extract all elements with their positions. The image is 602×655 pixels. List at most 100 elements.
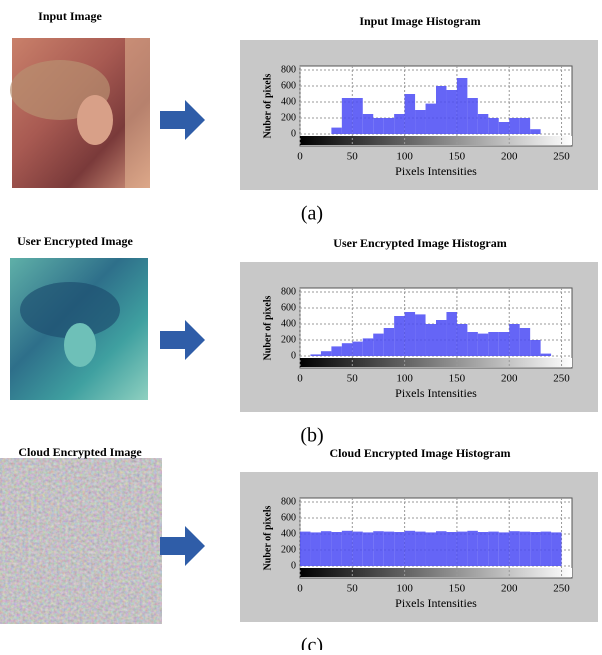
histogram-bar [352, 342, 362, 356]
histogram-bar [405, 531, 415, 566]
histogram-bar [478, 532, 488, 566]
histogram-bar [342, 343, 352, 356]
histogram-bar [446, 312, 456, 356]
histogram-bar [530, 340, 540, 356]
histogram-bar [499, 122, 509, 134]
y-tick-label: 0 [291, 560, 296, 571]
x-tick-label: 250 [553, 151, 570, 163]
y-tick-label: 200 [281, 544, 296, 555]
histogram-bar [488, 118, 498, 134]
histogram-bar [331, 128, 341, 134]
y-tick-label: 0 [291, 128, 296, 139]
figure: Input Image(a)User Encrypted Image(b)Clo… [0, 0, 602, 650]
histogram-bar [373, 118, 383, 134]
x-tick-label: 0 [297, 583, 303, 595]
x-tick-label: 150 [449, 583, 466, 595]
histogram-bar [499, 332, 509, 356]
y-tick-label: 600 [281, 80, 296, 91]
x-tick-label: 50 [347, 583, 359, 595]
x-tick-label: 100 [396, 373, 413, 385]
y-tick-label: 0 [291, 350, 296, 361]
histogram-bar [394, 114, 404, 134]
y-tick-label: 400 [281, 96, 296, 107]
histogram-bar [300, 532, 310, 566]
y-tick-label: 600 [281, 302, 296, 313]
x-tick-label: 50 [347, 373, 359, 385]
histogram-bar [436, 86, 446, 134]
histogram-bar [384, 328, 394, 356]
image-title: Cloud Encrypted Image [18, 445, 142, 459]
x-tick-label: 150 [449, 151, 466, 163]
histogram-bar [541, 354, 551, 356]
histogram-bar [436, 531, 446, 566]
histogram-bar [405, 312, 415, 356]
histogram-bar [373, 531, 383, 566]
histogram-bar [352, 98, 362, 134]
histogram-bar [446, 532, 456, 566]
histogram-bar [478, 114, 488, 134]
histogram-bar [426, 324, 436, 356]
x-tick-label: 250 [553, 373, 570, 385]
histogram-bar [530, 129, 540, 134]
histogram-bar [509, 324, 519, 356]
y-tick-label: 200 [281, 334, 296, 345]
histogram-bar [520, 532, 530, 566]
user-encrypted-image [10, 258, 148, 400]
histogram-bar [373, 334, 383, 356]
input-image [10, 38, 150, 188]
histogram-bar [488, 332, 498, 356]
x-tick-label: 100 [396, 151, 413, 163]
intensity-bar [300, 568, 572, 577]
histogram-bar [457, 78, 467, 134]
histogram-bar [467, 98, 477, 134]
histogram-bar [342, 98, 352, 134]
histogram-bar [488, 532, 498, 566]
histogram-bar [520, 118, 530, 134]
x-axis-label: Pixels Intensities [395, 164, 477, 178]
histogram-bar [321, 531, 331, 566]
histogram-bar [363, 532, 373, 566]
image-title: Input Image [38, 9, 102, 23]
x-tick-label: 0 [297, 151, 303, 163]
x-tick-label: 200 [501, 583, 518, 595]
x-tick-label: 150 [449, 373, 466, 385]
cloud-encrypted-image [10, 472, 148, 610]
histogram-bar [551, 532, 561, 566]
histogram-bar [509, 531, 519, 566]
histogram-bar [342, 531, 352, 566]
y-tick-label: 600 [281, 512, 296, 523]
histogram-bar [457, 532, 467, 566]
caption: (a) [301, 203, 323, 225]
histogram-bar [426, 104, 436, 134]
y-tick-label: 800 [281, 286, 296, 297]
x-axis-label: Pixels Intensities [395, 386, 477, 400]
x-tick-label: 0 [297, 373, 303, 385]
y-tick-label: 400 [281, 528, 296, 539]
histogram-bar [363, 114, 373, 134]
y-axis-label: Nuber of pixels [262, 295, 273, 360]
x-tick-label: 200 [501, 373, 518, 385]
y-axis-label: Nuber of pixels [262, 505, 273, 570]
histogram-bar [384, 118, 394, 134]
histogram-bar [467, 531, 477, 566]
histogram-bar [415, 532, 425, 566]
histogram-bar [457, 324, 467, 356]
arrows [160, 100, 205, 566]
y-tick-label: 200 [281, 112, 296, 123]
x-tick-label: 250 [553, 583, 570, 595]
histogram-bar [530, 532, 540, 566]
histogram-bar [321, 351, 331, 356]
histogram-bar [467, 332, 477, 356]
histogram-bar [352, 532, 362, 566]
histogram-bar [446, 90, 456, 134]
histogram-bar [310, 354, 320, 356]
chart-title: Cloud Encrypted Image Histogram [330, 446, 511, 460]
histogram-bar [394, 532, 404, 566]
caption: (c) [301, 635, 323, 650]
y-axis-label: Nuber of pixels [262, 73, 273, 138]
histogram-bar [478, 334, 488, 356]
y-tick-label: 800 [281, 496, 296, 507]
chart-title: Input Image Histogram [359, 14, 480, 28]
image-title: User Encrypted Image [17, 234, 133, 248]
chart-title: User Encrypted Image Histogram [333, 236, 506, 250]
